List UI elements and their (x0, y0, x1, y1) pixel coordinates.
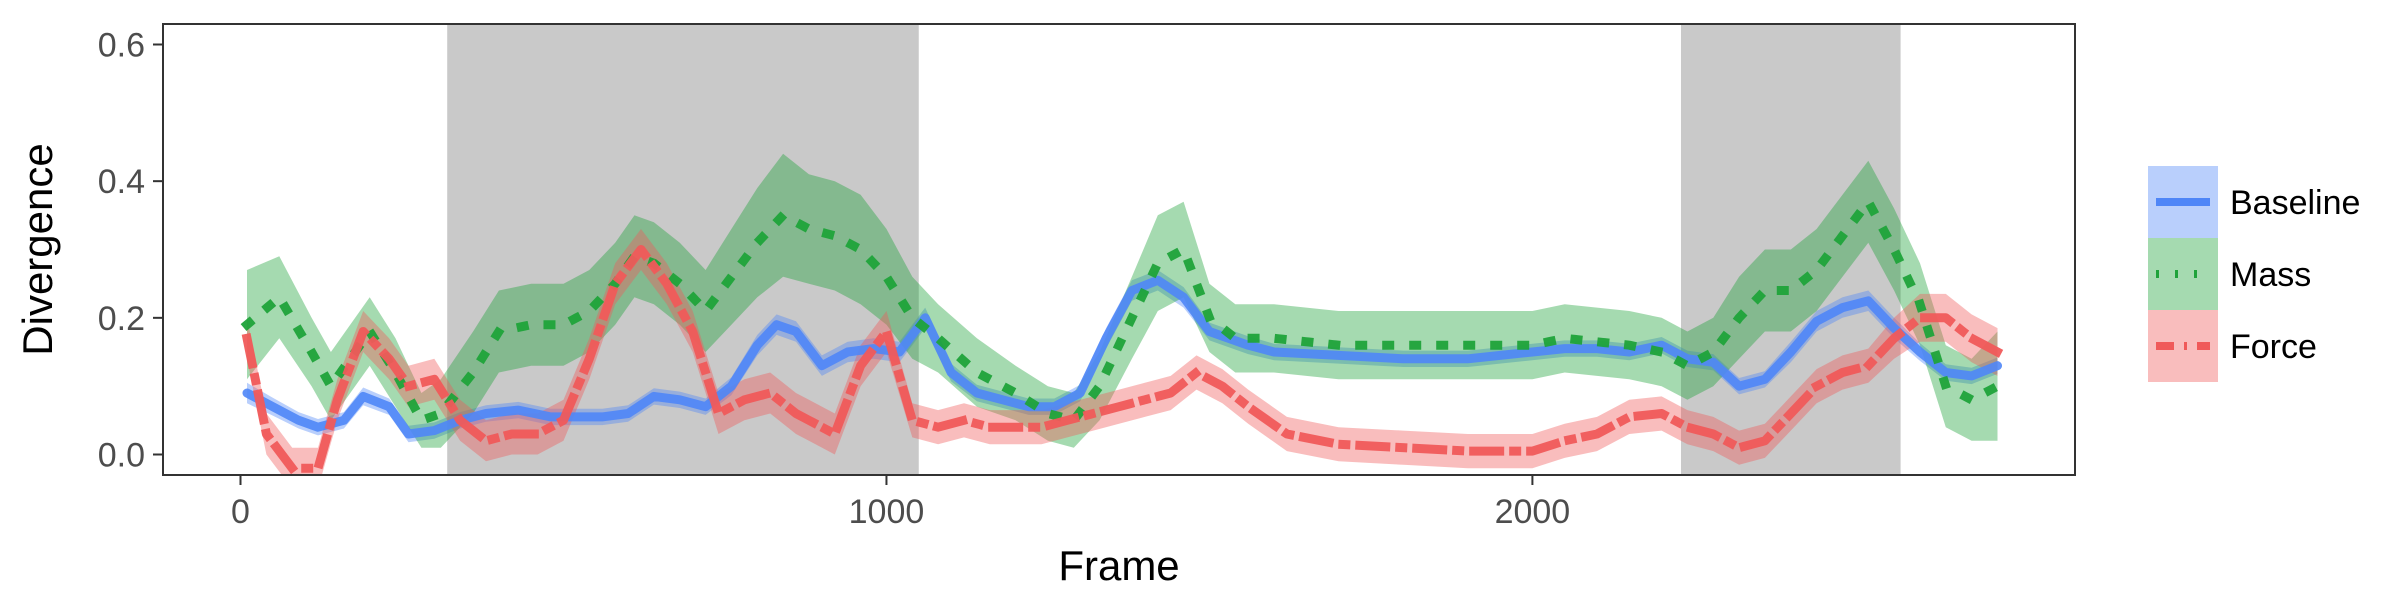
mass-line (240, 197, 2004, 425)
y-tick-label: 0.6 (98, 27, 145, 65)
y-tick-label: 0.4 (98, 163, 145, 201)
legend-label-mass: Mass (2230, 256, 2311, 294)
axes: 0 1000 2000 0.0 0.2 0.4 0.6 (98, 27, 1570, 532)
legend: Baseline Mass Force (2148, 166, 2360, 382)
shaded-region-2 (1680, 24, 1901, 475)
x-tick-label: 0 (231, 493, 250, 531)
legend-key-mass (2148, 238, 2218, 310)
x-tick-label: 2000 (1495, 493, 1571, 531)
series-lines (240, 197, 2004, 473)
y-tick-label: 0.2 (98, 300, 145, 338)
y-axis-title: Divergence (14, 143, 61, 355)
legend-label-baseline: Baseline (2230, 184, 2360, 222)
baseline-line (242, 275, 2002, 439)
x-tick-label: 1000 (849, 493, 925, 531)
force-line (241, 245, 2004, 473)
legend-label-force: Force (2230, 328, 2317, 366)
y-tick-label: 0.0 (98, 437, 145, 475)
force-band (247, 229, 1998, 475)
x-axis-title: Frame (1058, 542, 1179, 589)
plot-panel-border (162, 23, 2076, 476)
